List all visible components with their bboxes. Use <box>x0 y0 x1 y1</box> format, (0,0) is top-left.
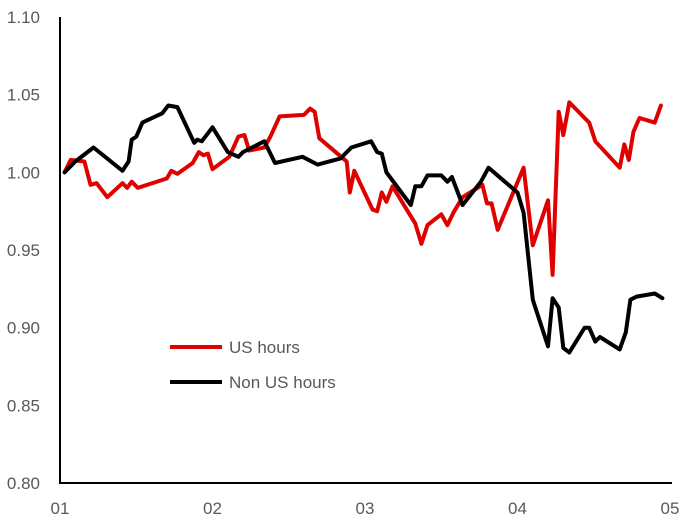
legend-label: US hours <box>229 338 300 357</box>
y-tick-label: 0.95 <box>7 241 40 260</box>
series-line-non-us-hours <box>62 103 665 355</box>
legend: US hours Non US hours <box>170 338 336 392</box>
x-tick-label: 03 <box>356 499 375 518</box>
x-tick-label: 02 <box>203 499 222 518</box>
y-tick-label: 1.00 <box>7 163 40 182</box>
series-line-us-hours <box>62 100 663 277</box>
x-axis-ticks: 01 02 03 04 05 <box>51 499 680 518</box>
legend-item: US hours <box>170 338 300 357</box>
y-tick-label: 1.10 <box>7 8 40 27</box>
y-axis-ticks: 0.80 0.85 0.90 0.95 1.00 1.05 1.10 <box>7 8 40 493</box>
x-tick-label: 05 <box>661 499 680 518</box>
legend-item: Non US hours <box>170 373 336 392</box>
y-tick-label: 0.80 <box>7 474 40 493</box>
y-tick-label: 0.85 <box>7 396 40 415</box>
series-lines <box>62 100 665 355</box>
y-tick-label: 0.90 <box>7 319 40 338</box>
x-tick-label: 01 <box>51 499 70 518</box>
legend-label: Non US hours <box>229 373 336 392</box>
x-tick-label: 04 <box>508 499 527 518</box>
y-tick-label: 1.05 <box>7 86 40 105</box>
